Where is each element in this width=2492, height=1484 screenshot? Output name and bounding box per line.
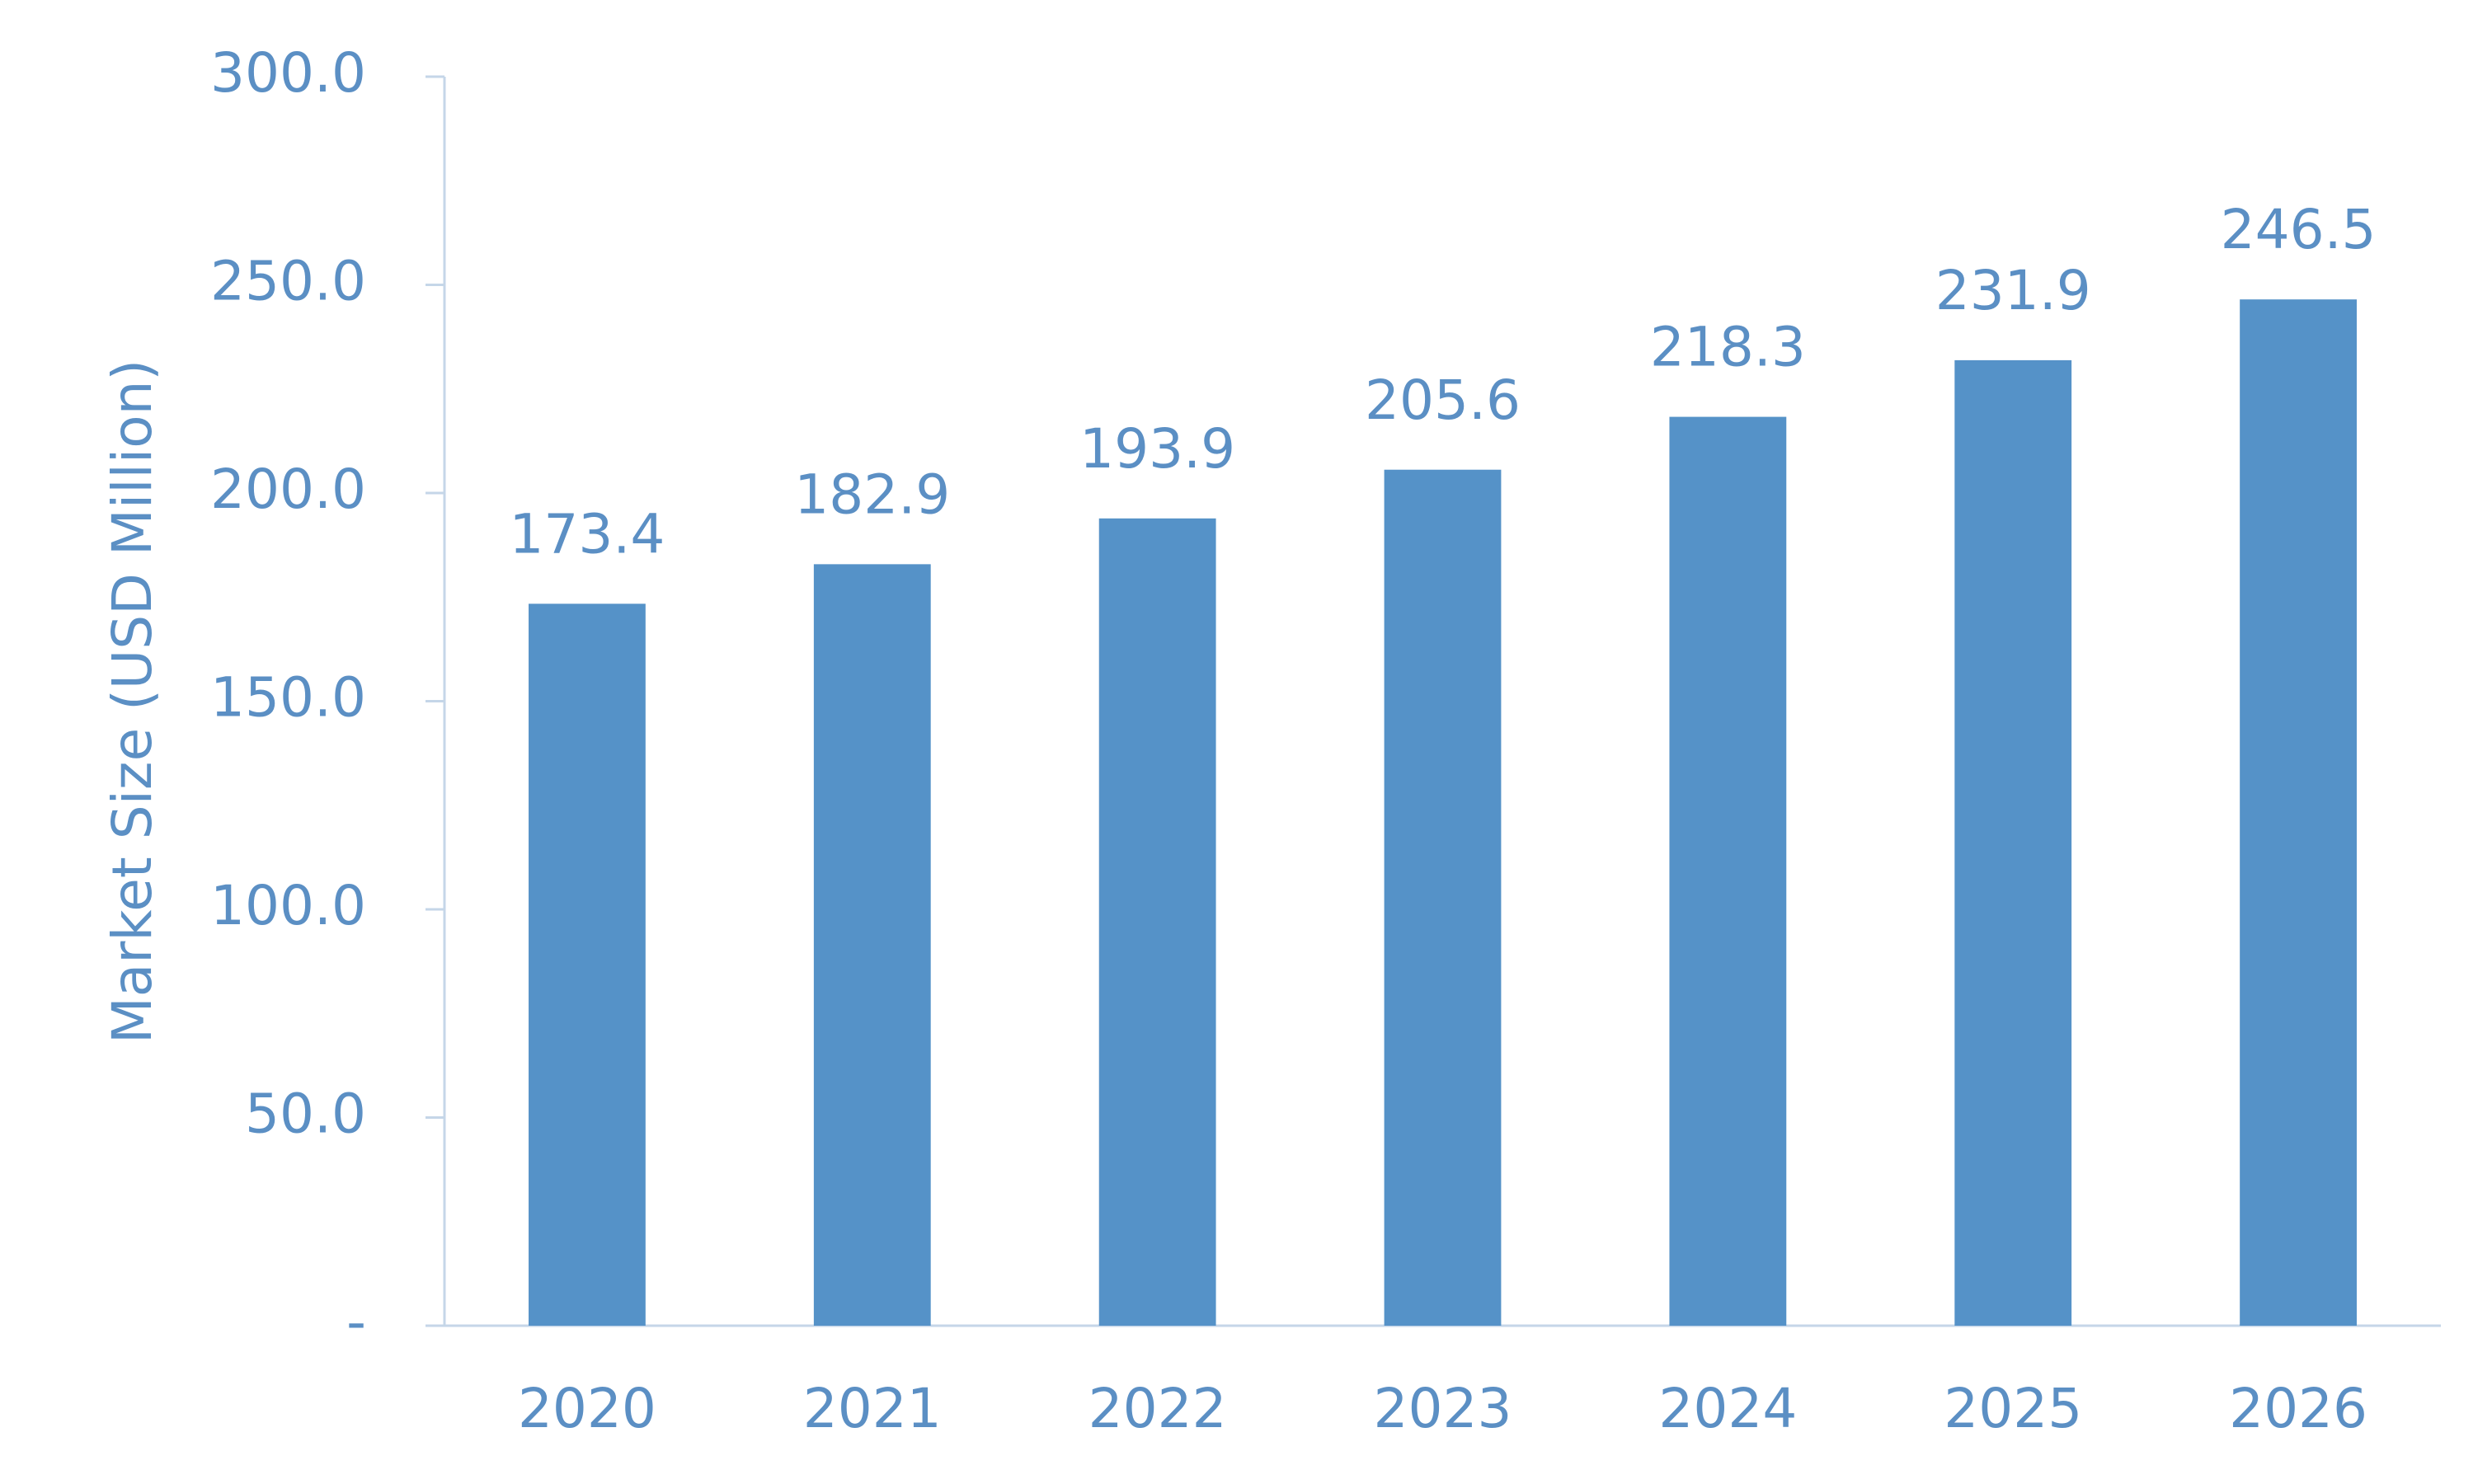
x-tick-label: 2026 [2229, 1377, 2367, 1440]
bar [1954, 359, 2072, 1326]
bar [1098, 518, 1216, 1326]
y-axis-title: Market Size (USD Million) [101, 359, 164, 1044]
data-label: 246.5 [2221, 198, 2377, 261]
y-tick-label: 200.0 [210, 458, 366, 521]
x-tick-label: 2022 [1088, 1377, 1227, 1440]
x-tick-label: 2024 [1658, 1377, 1797, 1440]
y-tick-label: - [346, 1290, 366, 1354]
bar [813, 564, 931, 1326]
y-tick-label: 250.0 [210, 250, 366, 313]
data-label: 193.9 [1079, 417, 1235, 481]
x-tick-label: 2023 [1374, 1377, 1512, 1440]
data-label: 173.4 [509, 502, 665, 566]
bar [1384, 469, 1502, 1326]
y-tick-label: 100.0 [210, 874, 366, 937]
y-tick-label: 50.0 [245, 1082, 366, 1146]
data-label: 218.3 [1650, 316, 1806, 379]
x-tick-label: 2021 [803, 1377, 942, 1440]
y-tick-label: 150.0 [210, 666, 366, 730]
bar [529, 603, 646, 1326]
x-tick-label: 2020 [518, 1377, 656, 1440]
data-label: 205.6 [1365, 369, 1521, 432]
bar [1669, 416, 1787, 1327]
bar [2240, 299, 2357, 1326]
data-label: 231.9 [1935, 259, 2091, 322]
x-tick-label: 2025 [1944, 1377, 2082, 1440]
y-tick-label: 300.0 [210, 41, 366, 105]
data-label: 182.9 [794, 463, 950, 526]
